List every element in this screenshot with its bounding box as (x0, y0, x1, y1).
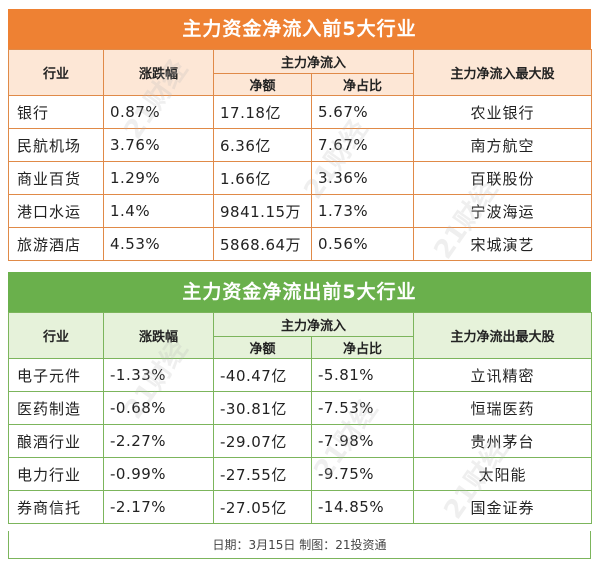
net-cell: -40.47亿 (213, 358, 312, 392)
header-change: 涨跌幅 (103, 49, 214, 96)
header-ratio: 净占比 (310, 73, 415, 96)
footer-caption: 日期：3月15日 制图：21投资通 (8, 531, 591, 559)
change-cell: -2.27% (103, 424, 214, 458)
header-industry: 行业 (8, 312, 104, 359)
stock-cell: 农业银行 (413, 95, 593, 129)
table-row: 旅游酒店 4.53% 5868.64万 0.56% 宋城演艺 (8, 227, 593, 261)
net-cell: -27.55亿 (213, 457, 312, 491)
inflow-section: 主力资金净流入前5大行业 行业 涨跌幅 主力净流入 主力净流入最大股 净额 净占… (8, 9, 593, 261)
outflow-table: 行业 涨跌幅 主力净流入 主力净流出最大股 净额 净占比 电子元件 -1.33%… (8, 312, 593, 524)
table-row: 电力行业 -0.99% -27.55亿 -9.75% 太阳能 (8, 457, 593, 491)
change-cell: 4.53% (103, 227, 214, 261)
table-row: 酿酒行业 -2.27% -29.07亿 -7.98% 贵州茅台 (8, 424, 593, 458)
ratio-cell: 5.67% (310, 95, 415, 129)
industry-cell: 银行 (8, 95, 104, 129)
net-cell: 5868.64万 (213, 227, 312, 261)
header-mainflow: 主力净流入 (212, 312, 415, 337)
industry-cell: 商业百货 (8, 161, 104, 195)
industry-cell: 旅游酒店 (8, 227, 104, 261)
stock-cell: 恒瑞医药 (413, 391, 593, 425)
stock-cell: 百联股份 (413, 161, 593, 195)
table-row: 银行 0.87% 17.18亿 5.67% 农业银行 (8, 95, 593, 129)
header-ratio: 净占比 (310, 336, 415, 359)
header-net: 净额 (213, 73, 312, 96)
inflow-table: 行业 涨跌幅 主力净流入 主力净流入最大股 净额 净占比 银行 0.87% 17… (8, 49, 593, 261)
table-row: 券商信托 -2.17% -27.05亿 -14.85% 国金证券 (8, 490, 593, 524)
net-cell: 17.18亿 (213, 95, 312, 129)
industry-cell: 民航机场 (8, 128, 104, 162)
table-row: 港口水运 1.4% 9841.15万 1.73% 宁波海运 (8, 194, 593, 228)
net-cell: 9841.15万 (213, 194, 312, 228)
industry-cell: 酿酒行业 (8, 424, 104, 458)
header-industry: 行业 (8, 49, 104, 96)
ratio-cell: -14.85% (310, 490, 415, 524)
ratio-cell: 1.73% (310, 194, 415, 228)
header-mainflow: 主力净流入 (212, 49, 415, 74)
industry-cell: 医药制造 (8, 391, 104, 425)
table-row: 医药制造 -0.68% -30.81亿 -7.53% 恒瑞医药 (8, 391, 593, 425)
change-cell: -0.68% (103, 391, 214, 425)
change-cell: -1.33% (103, 358, 214, 392)
net-cell: 6.36亿 (213, 128, 312, 162)
header-net: 净额 (213, 336, 312, 359)
outflow-title: 主力资金净流出前5大行业 (8, 272, 591, 312)
change-cell: 1.29% (103, 161, 214, 195)
net-cell: -27.05亿 (213, 490, 312, 524)
net-cell: -30.81亿 (213, 391, 312, 425)
ratio-cell: -7.98% (310, 424, 415, 458)
net-cell: 1.66亿 (213, 161, 312, 195)
change-cell: 0.87% (103, 95, 214, 129)
ratio-cell: -5.81% (310, 358, 415, 392)
ratio-cell: -9.75% (310, 457, 415, 491)
header-top-stock: 主力净流出最大股 (413, 312, 593, 359)
industry-cell: 券商信托 (8, 490, 104, 524)
change-cell: 1.4% (103, 194, 214, 228)
ratio-cell: 0.56% (310, 227, 415, 261)
change-cell: 3.76% (103, 128, 214, 162)
header-change: 涨跌幅 (103, 312, 214, 359)
stock-cell: 国金证券 (413, 490, 593, 524)
industry-cell: 港口水运 (8, 194, 104, 228)
table-row: 商业百货 1.29% 1.66亿 3.36% 百联股份 (8, 161, 593, 195)
industry-cell: 电子元件 (8, 358, 104, 392)
industry-cell: 电力行业 (8, 457, 104, 491)
inflow-title: 主力资金净流入前5大行业 (8, 9, 591, 49)
ratio-cell: 3.36% (310, 161, 415, 195)
stock-cell: 宁波海运 (413, 194, 593, 228)
ratio-cell: 7.67% (310, 128, 415, 162)
outflow-section: 主力资金净流出前5大行业 行业 涨跌幅 主力净流入 主力净流出最大股 净额 净占… (8, 272, 593, 524)
stock-cell: 太阳能 (413, 457, 593, 491)
stock-cell: 立讯精密 (413, 358, 593, 392)
stock-cell: 宋城演艺 (413, 227, 593, 261)
stock-cell: 南方航空 (413, 128, 593, 162)
change-cell: -2.17% (103, 490, 214, 524)
change-cell: -0.99% (103, 457, 214, 491)
table-row: 电子元件 -1.33% -40.47亿 -5.81% 立讯精密 (8, 358, 593, 392)
table-row: 民航机场 3.76% 6.36亿 7.67% 南方航空 (8, 128, 593, 162)
header-top-stock: 主力净流入最大股 (413, 49, 593, 96)
net-cell: -29.07亿 (213, 424, 312, 458)
ratio-cell: -7.53% (310, 391, 415, 425)
stock-cell: 贵州茅台 (413, 424, 593, 458)
